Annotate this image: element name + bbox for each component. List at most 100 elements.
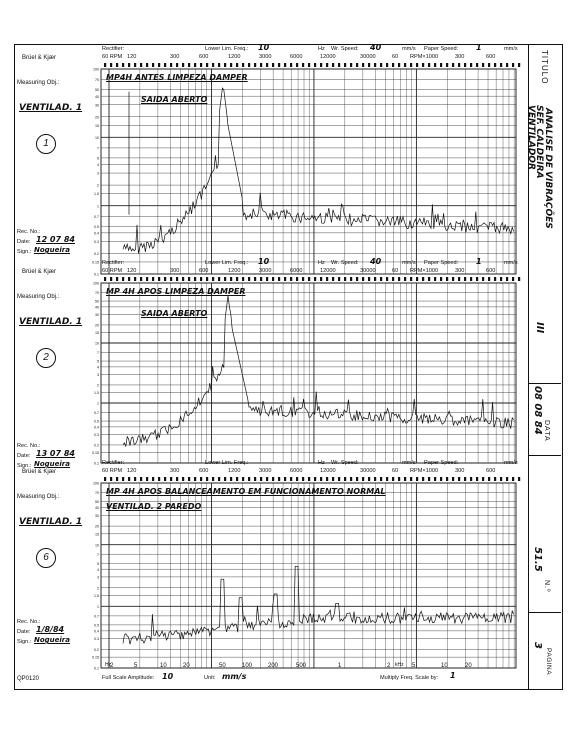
lower-lim-label: Lower Lim. Freq.:: [205, 460, 249, 466]
y-tick-label: 50: [95, 88, 99, 92]
freq-tick-label: 500: [296, 663, 307, 669]
spectrum-trace: [122, 295, 514, 447]
measuring-obj-label: Measuring Obj.:: [17, 80, 60, 86]
freq-tick-label: 5: [412, 663, 416, 669]
y-tick-label: 5: [97, 157, 99, 161]
rpm-tick-label: 1200: [228, 268, 241, 274]
sign-label: Sign.:: [17, 639, 32, 645]
rpm-tick-label: 60: [392, 268, 399, 274]
y-tick-label: 5: [97, 360, 99, 364]
freq-tick-label: 50: [219, 663, 226, 669]
y-tick-label: 0.1: [94, 462, 99, 466]
date-value: 1/8/84: [36, 625, 65, 634]
titulo-line-2: VENTILADOR: [526, 105, 536, 170]
y-tick-label: 0.5: [94, 420, 99, 424]
spectrum-trace: [122, 87, 514, 254]
y-tick-label: 2: [97, 586, 99, 590]
y-tick-label: 0.3: [94, 240, 99, 244]
wr-speed-label: Wr. Speed:: [331, 460, 359, 466]
rpm-tick-label: 120: [127, 268, 137, 274]
numero-value: 51.5: [532, 547, 543, 572]
y-tick-label: 0.5: [94, 225, 99, 229]
side-divider-3: [528, 612, 561, 613]
rpm-tick-label: 30000: [360, 468, 376, 474]
rpm-tick-label: 12000: [320, 268, 336, 274]
freq-tick-label: 200: [268, 663, 279, 669]
sign-label: Sign.:: [17, 463, 32, 469]
y-tick-label: 40: [95, 506, 99, 510]
y-tick-label: 70: [95, 491, 99, 495]
rpm-tick-label: 300: [170, 54, 180, 60]
freq-tick-label: 1: [338, 663, 342, 669]
lower-lim-label: Lower Lim. Freq.:: [205, 46, 249, 52]
y-tick-label: 0.3: [94, 433, 99, 437]
rpm-tick-label: 30000: [360, 268, 376, 274]
freq-tick-label: 10: [160, 663, 167, 669]
y-tick-label: 1.5: [94, 594, 99, 598]
y-tick-label: 15: [95, 331, 99, 335]
y-tick-label: 0.4: [94, 425, 99, 429]
y-tick-label: 1.5: [94, 192, 99, 196]
y-tick-label: 7: [97, 351, 99, 355]
y-tick-label: 0.4: [94, 629, 99, 633]
y-tick-label: 0.2: [94, 444, 99, 448]
rpm-tick-label: 300: [455, 54, 465, 60]
chart-note-line-2: SAIDA ABERTO: [141, 95, 208, 104]
sign-value: Nogueira: [34, 246, 70, 254]
y-tick-label: 2: [97, 384, 99, 388]
numero-label: N.º: [543, 580, 550, 593]
y-tick-label: 0.1: [94, 667, 99, 671]
data-value: 08 08 84: [532, 386, 543, 435]
side-divider-1: [528, 383, 561, 384]
y-tick-label: 1.5: [94, 391, 99, 395]
y-tick-label: 0.15: [92, 261, 99, 265]
rpm-tick-label: RPM×1000: [410, 54, 439, 60]
wr-speed-value: 40: [370, 43, 382, 52]
freq-tick-label: 20: [465, 663, 472, 669]
titulo-label: TITULO: [540, 50, 549, 85]
freq-tick-label: 10: [441, 663, 448, 669]
hz-small-label: Hz: [105, 662, 112, 668]
rpm-tick-label: 30000: [360, 54, 376, 60]
rec-no-label: Rec. No.:: [17, 619, 41, 625]
rectifier-label: Rectifier:: [102, 460, 125, 466]
rpm-tick-label: 120: [127, 468, 137, 474]
y-tick-label: 20: [95, 115, 99, 119]
pagina-label: PAGINA: [545, 648, 552, 676]
rpm-tick-label: RPM×1000: [410, 268, 439, 274]
y-tick-label: 1: [97, 605, 99, 609]
y-tick-label: 0.2: [94, 252, 99, 256]
rpm-tick-label: 3000: [259, 54, 272, 60]
y-tick-label: 0.15: [92, 656, 99, 660]
record-number-circle: 6: [36, 548, 56, 568]
y-tick-label: 4: [97, 163, 99, 167]
y-tick-label: 0.5: [94, 623, 99, 627]
freq-tick-label: 20: [183, 663, 190, 669]
freq-tick-label: 5: [134, 663, 138, 669]
rpm-tick-label: 3000: [259, 468, 272, 474]
y-tick-label: 3: [97, 373, 99, 377]
mms-label: mm/s: [402, 260, 416, 266]
wr-speed-label: Wr. Speed:: [331, 260, 359, 266]
side-divider-2: [528, 455, 561, 456]
rpm-tick-label: 600: [486, 54, 496, 60]
khz-label: kHz: [395, 662, 404, 668]
spectrum-grid: 100 70 50 40 30 20 15 10 7 5 4 3 2 1.5 1 0.7 0.5 0.4 0.3 0.…: [92, 63, 521, 277]
date-label: Date:: [17, 239, 31, 245]
hz-label: Hz: [318, 260, 325, 266]
y-tick-label: 10: [95, 342, 99, 346]
mms-label-2: mm/s: [504, 46, 518, 52]
date-value: 12 07 84: [36, 235, 75, 244]
titulo-line-3: ANALISE DE VIBRAÇÕES: [543, 108, 553, 229]
rpm-tick-label: 300: [170, 468, 180, 474]
lower-lim-value: 10: [258, 43, 270, 52]
pagina-value: 3: [532, 642, 543, 649]
y-tick-label: 100: [93, 68, 99, 72]
date-label: Date:: [17, 453, 31, 459]
y-tick-label: 4: [97, 365, 99, 369]
record-number-circle: 2: [36, 348, 56, 368]
rpm-tick-label: 1200: [228, 468, 241, 474]
y-tick-label: 1: [97, 402, 99, 406]
rpm-label: 60 RPM: [102, 468, 123, 474]
brand-label: Brüel & Kjær: [22, 55, 57, 61]
